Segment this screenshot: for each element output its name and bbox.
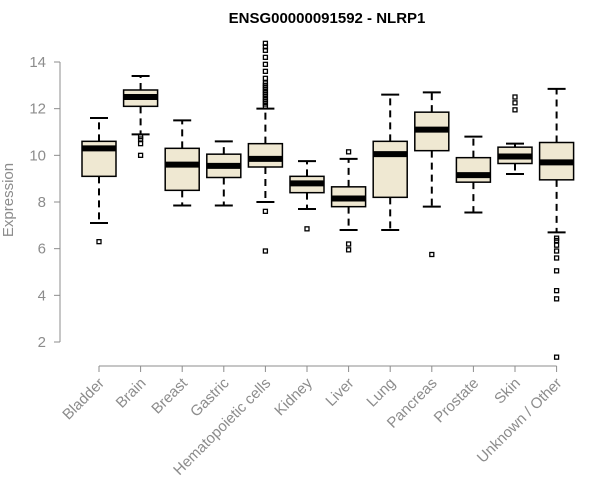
outlier-point (262, 208, 269, 214)
box-iqr (164, 147, 200, 192)
box-group (538, 87, 575, 360)
outlier-point (429, 251, 435, 258)
outlier-point (512, 100, 518, 106)
box-group (372, 93, 408, 231)
outlier-point (553, 255, 560, 261)
outlier-point (262, 61, 269, 67)
outlier-point (553, 242, 560, 248)
box-group (81, 117, 117, 245)
outlier-point (262, 68, 269, 74)
box-iqr (247, 142, 284, 168)
box-group (414, 91, 450, 258)
outlier-point (553, 288, 560, 294)
box-group (455, 135, 492, 214)
outlier-point (262, 80, 269, 86)
box-group (289, 160, 325, 232)
x-tick-label: Prostate (431, 375, 483, 427)
x-tick-label: Skin (491, 375, 524, 408)
box-iqr (455, 156, 492, 183)
outlier-point (512, 94, 518, 100)
y-tick-label: 6 (38, 241, 46, 258)
outlier-point (262, 75, 269, 81)
y-tick-label: 10 (29, 147, 46, 164)
outlier-point (304, 226, 310, 232)
x-tick-label: Brain (113, 375, 150, 412)
outlier-point (345, 149, 352, 155)
outlier-point (137, 134, 144, 140)
outlier-point (345, 247, 352, 253)
box-group (330, 149, 367, 253)
outlier-point (553, 354, 560, 360)
x-tick-label: Kidney (271, 374, 316, 419)
outlier-point (137, 141, 144, 147)
boxes (81, 40, 575, 360)
y-tick-label: 14 (29, 54, 46, 71)
x-tick-label: Bladder (59, 375, 108, 424)
outlier-point (553, 268, 560, 274)
y-tick-label: 8 (38, 194, 46, 211)
box-group (122, 75, 159, 158)
outlier-point (345, 241, 352, 247)
chart-title: ENSG00000091592 - NLRP1 (229, 10, 426, 27)
outlier-point (553, 248, 560, 254)
y-axis-label: Expression (0, 163, 17, 237)
outlier-point (553, 296, 560, 302)
outlier-point (262, 248, 269, 254)
x-tick-label: Liver (322, 375, 357, 410)
box-group (206, 140, 242, 207)
y-axis: 2 4 6 8 10 12 14 (29, 54, 61, 351)
box-group (497, 94, 533, 175)
x-tick-label: Lung (363, 375, 399, 411)
box-iqr (372, 140, 408, 199)
outlier-point (137, 152, 144, 158)
y-tick-label: 2 (38, 334, 46, 351)
outlier-point (262, 40, 269, 46)
outlier-point (96, 239, 102, 245)
y-tick-label: 12 (29, 101, 46, 118)
box-group (164, 119, 200, 207)
x-tick-label: Breast (148, 374, 191, 417)
outlier-point (512, 107, 518, 113)
outlier-point (262, 54, 269, 60)
outlier-point (553, 235, 560, 241)
box-group (247, 40, 284, 254)
y-tick-label: 4 (38, 287, 46, 304)
